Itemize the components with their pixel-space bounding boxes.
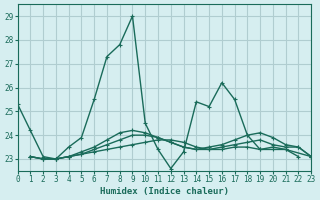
X-axis label: Humidex (Indice chaleur): Humidex (Indice chaleur) bbox=[100, 187, 229, 196]
